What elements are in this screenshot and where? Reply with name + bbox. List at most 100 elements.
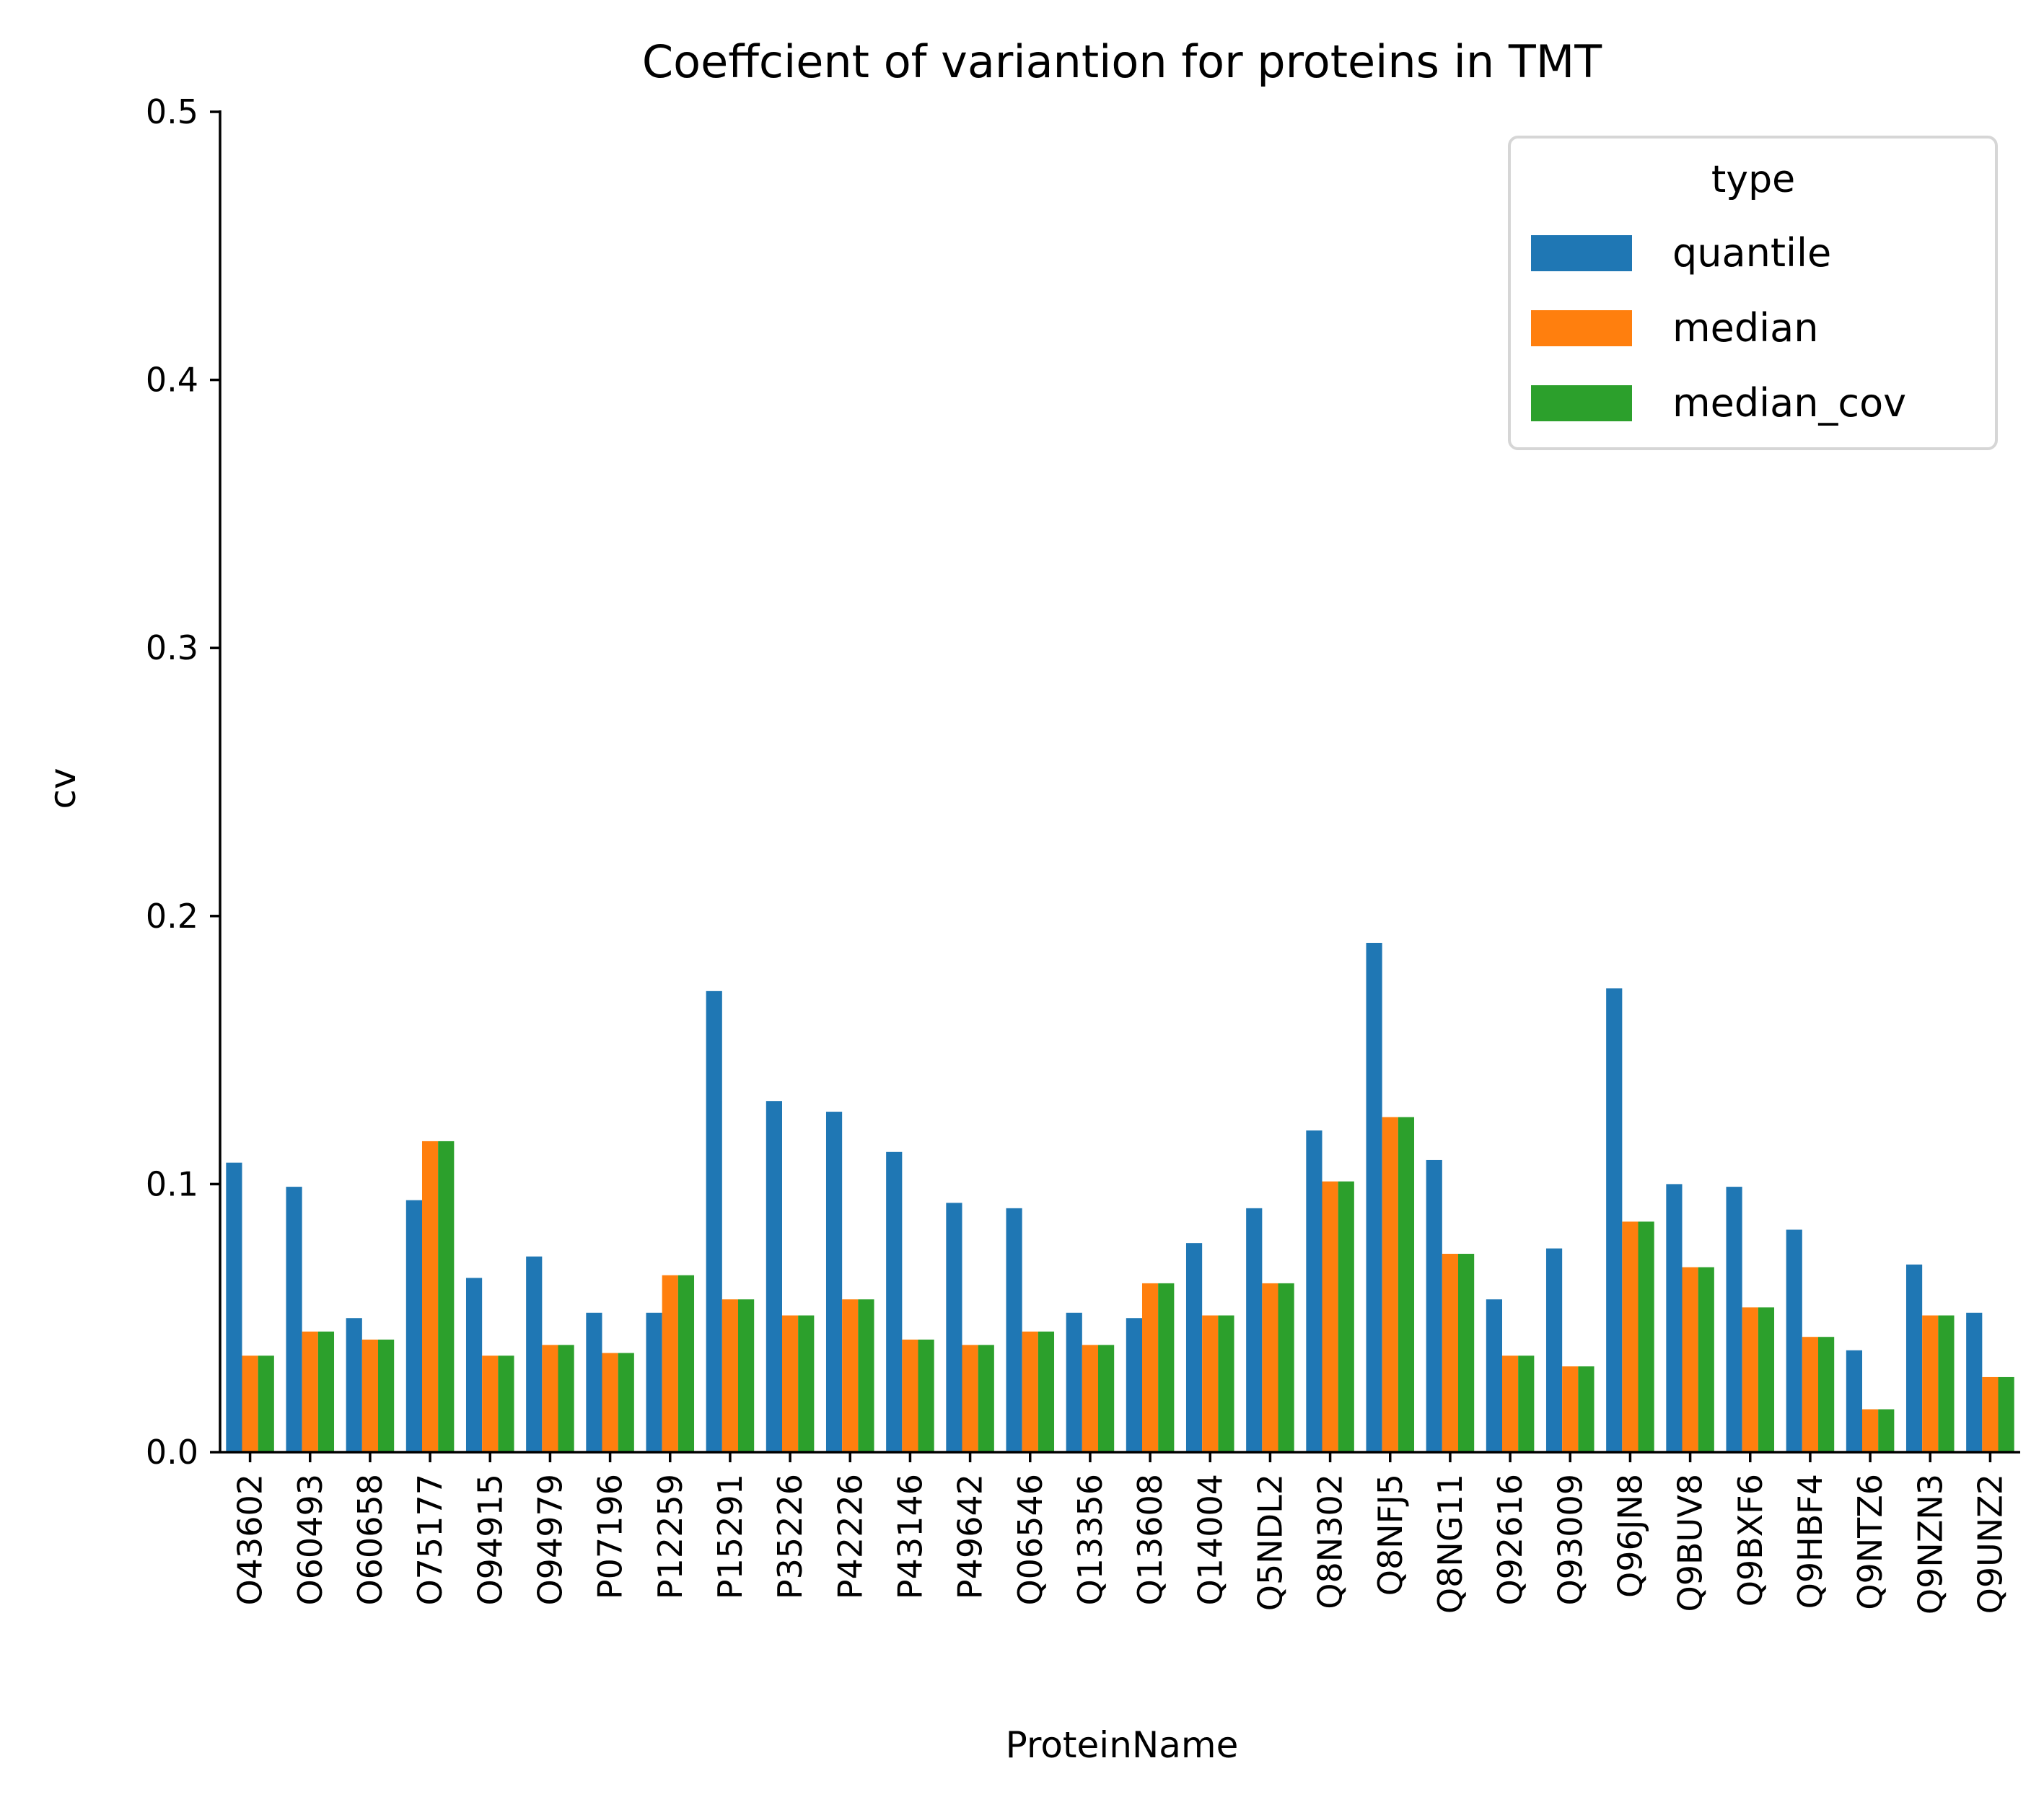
legend-swatch-median-cov — [1531, 385, 1632, 421]
x-tick-label: P35226 — [771, 1474, 810, 1599]
bar-median-cov-q8n302 — [1338, 1181, 1354, 1452]
bar-quantile-q9hbf4 — [1786, 1229, 1802, 1452]
x-tick-label: Q06546 — [1011, 1474, 1050, 1606]
x-tick-label: Q96JN8 — [1610, 1474, 1649, 1598]
bar-quantile-q8nfj5 — [1366, 942, 1382, 1452]
bar-quantile-q5ndl2 — [1246, 1208, 1263, 1452]
x-tick-label: Q8N302 — [1311, 1474, 1350, 1609]
bar-median-cov-q9unz2 — [1998, 1376, 2014, 1452]
legend-frame — [1508, 136, 1998, 450]
bar-median-cov-q5ndl2 — [1278, 1283, 1294, 1452]
bar-quantile-q9nzn3 — [1905, 1264, 1923, 1452]
bar-median-cov-q13356 — [1098, 1345, 1115, 1452]
bar-median-q9hbf4 — [1802, 1337, 1819, 1452]
legend-title: type — [1711, 158, 1795, 201]
bar-quantile-q9buv8 — [1666, 1184, 1683, 1452]
y-tick-label: 0.1 — [146, 1164, 198, 1203]
bar-median-p42226 — [842, 1299, 859, 1452]
x-tick-label: Q9BXF6 — [1731, 1474, 1770, 1607]
bar-median-o94915 — [482, 1356, 499, 1452]
bar-median-p35226 — [781, 1315, 799, 1452]
bar-median-o60658 — [361, 1339, 379, 1452]
bar-median-q8nfj5 — [1382, 1117, 1398, 1452]
bar-median-cov-p42226 — [858, 1299, 874, 1452]
y-tick-label: 0.0 — [146, 1433, 198, 1472]
x-tick-label: O60658 — [351, 1474, 390, 1606]
bar-median-p12259 — [662, 1275, 678, 1452]
bar-quantile-q06546 — [1006, 1208, 1022, 1452]
bar-median-cov-p49642 — [978, 1345, 994, 1452]
x-tick-label: Q9NTZ6 — [1851, 1474, 1890, 1610]
bar-median-q14004 — [1202, 1315, 1219, 1452]
bar-median-q13608 — [1141, 1283, 1159, 1452]
legend-items: quantile median median_cov — [1531, 230, 1906, 426]
bar-quantile-p07196 — [586, 1312, 602, 1452]
bar-median-cov-o94915 — [498, 1356, 514, 1452]
bar-median-o75177 — [421, 1141, 439, 1452]
legend: type quantile median median_cov — [1508, 136, 1998, 450]
bar-quantile-q96jn8 — [1606, 988, 1623, 1452]
bar-quantile-p49642 — [946, 1203, 962, 1452]
y-tick-label: 0.4 — [146, 361, 198, 400]
bar-median-cov-o60658 — [378, 1339, 395, 1452]
x-tick-label: O94915 — [470, 1474, 509, 1606]
y-tick-label: 0.3 — [146, 628, 198, 667]
x-tick-label: P07196 — [591, 1474, 630, 1599]
bar-median-cov-o43602 — [258, 1356, 274, 1452]
legend-swatch-quantile — [1531, 235, 1632, 271]
bar-median-cov-q8ng11 — [1458, 1254, 1475, 1452]
bar-quantile-o94915 — [465, 1278, 483, 1452]
bar-median-q9bxf6 — [1742, 1307, 1758, 1452]
bar-median-cov-q93009 — [1578, 1366, 1595, 1452]
bar-quantile-q8ng11 — [1426, 1159, 1442, 1452]
x-axis: O43602 O60493 O60658 O75177 O94915 O94979 P071… — [220, 1451, 2020, 1614]
legend-label-median-cov: median_cov — [1672, 380, 1906, 426]
bar-quantile-q13608 — [1126, 1318, 1142, 1452]
bar-quantile-p35226 — [766, 1101, 782, 1452]
y-tick-label: 0.5 — [146, 92, 198, 131]
bar-quantile-p12259 — [646, 1312, 662, 1452]
x-tick-label: O43602 — [231, 1474, 270, 1606]
legend-swatch-median — [1531, 310, 1632, 346]
bar-quantile-o94979 — [526, 1256, 543, 1452]
bar-median-cov-p07196 — [618, 1353, 634, 1452]
bar-median-q9nzn3 — [1922, 1315, 1939, 1452]
bar-median-q96jn8 — [1622, 1221, 1639, 1452]
bar-quantile-p42226 — [825, 1112, 843, 1452]
bar-quantile-q13356 — [1066, 1312, 1082, 1452]
bar-median-q93009 — [1562, 1366, 1579, 1452]
bar-median-cov-q8nfj5 — [1398, 1117, 1415, 1452]
x-tick-label: Q13356 — [1071, 1474, 1110, 1606]
y-axis: 0.0 0.1 0.2 0.3 0.4 0.5 — [146, 92, 221, 1472]
bar-median-p43146 — [902, 1339, 918, 1452]
bar-quantile-p43146 — [886, 1151, 903, 1452]
bar-median-q5ndl2 — [1262, 1283, 1278, 1452]
x-tick-label: P43146 — [890, 1474, 929, 1599]
legend-label-quantile: quantile — [1672, 230, 1831, 276]
bar-median-cov-q06546 — [1038, 1331, 1055, 1452]
x-tick-label: O75177 — [411, 1474, 449, 1606]
bar-median-cov-q9nzn3 — [1938, 1315, 1955, 1452]
bar-median-p49642 — [962, 1345, 978, 1452]
legend-label-median: median — [1672, 305, 1818, 351]
bar-median-q9buv8 — [1682, 1267, 1698, 1452]
bar-quantile-q14004 — [1185, 1243, 1203, 1452]
x-tick-label: Q9BUV8 — [1671, 1474, 1710, 1612]
bar-quantile-q9unz2 — [1966, 1312, 1983, 1452]
bar-median-o94979 — [542, 1345, 558, 1452]
x-axis-label: ProteinName — [1006, 1724, 1239, 1766]
bar-median-cov-q9hbf4 — [1818, 1337, 1835, 1452]
bar-median-cov-p12259 — [677, 1275, 695, 1452]
chart-title: Coeffcient of variantion for proteins in… — [642, 35, 1602, 88]
bar-median-cov-o75177 — [438, 1141, 455, 1452]
bar-median-cov-o60493 — [317, 1331, 335, 1452]
bars-group — [226, 942, 2014, 1452]
bar-quantile-o75177 — [405, 1200, 422, 1452]
x-tick-label: O60493 — [291, 1474, 330, 1606]
bar-median-cov-q9buv8 — [1698, 1267, 1714, 1452]
bar-quantile-q92616 — [1486, 1299, 1502, 1452]
bar-median-cov-q96jn8 — [1638, 1221, 1654, 1452]
bar-quantile-q8n302 — [1306, 1130, 1323, 1452]
bar-quantile-q9bxf6 — [1726, 1187, 1742, 1452]
